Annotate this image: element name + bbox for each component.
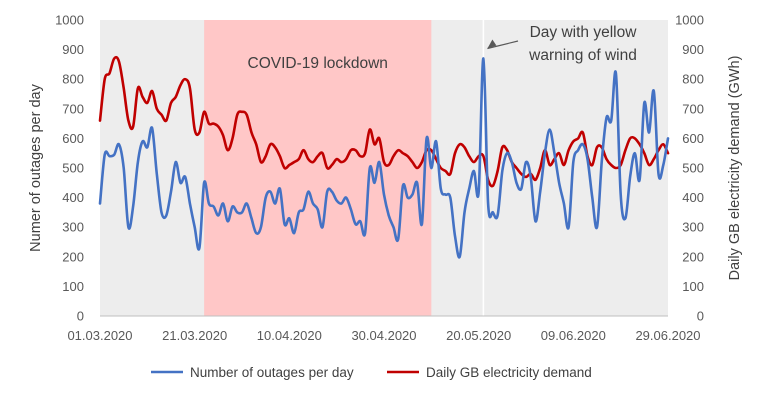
wind-warning-arrowhead — [487, 39, 497, 49]
outages-series-line — [98, 57, 670, 259]
x-tick-label: 21.03.2020 — [162, 328, 227, 343]
y-left-tick-label: 100 — [62, 279, 84, 294]
lockdown-label: COVID-19 lockdown — [248, 55, 388, 72]
y-right-tick-label: 800 — [682, 72, 704, 87]
y-right-tick-label: 500 — [682, 161, 704, 176]
y-left-tick-label: 600 — [62, 131, 84, 146]
y-right-axis-title: Daily GB electricity demand (GWh) — [727, 56, 743, 281]
y-left-tick-label: 200 — [62, 249, 84, 264]
y-left-tick-label: 500 — [62, 161, 84, 176]
x-tick-label: 29.06.2020 — [635, 328, 700, 343]
y-left-tick-label: 0 — [77, 309, 84, 324]
wind-warning-annotation-line-2: warning of wind — [528, 47, 637, 64]
y-right-tick-label: 100 — [682, 279, 704, 294]
y-left-tick-label: 1000 — [55, 13, 84, 28]
y-left-axis-title: Numer of outages per day — [28, 83, 44, 251]
legend-outages-label: Number of outages per day — [190, 365, 354, 380]
y-left-tick-label: 400 — [62, 190, 84, 205]
x-tick-label: 30.04.2020 — [351, 328, 416, 343]
y-left-tick-label: 800 — [62, 72, 84, 87]
x-tick-label: 01.03.2020 — [67, 328, 132, 343]
y-left-tick-label: 300 — [62, 220, 84, 235]
y-right-tick-label: 900 — [682, 42, 704, 57]
y-right-tick-label: 700 — [682, 101, 704, 116]
wind-warning-arrow — [487, 40, 519, 50]
wind-warning-annotation-line-1: Day with yellow — [530, 24, 638, 41]
lockdown-shaded-region — [204, 20, 432, 316]
y-right-tick-label: 300 — [682, 220, 704, 235]
y-right-tick-label: 600 — [682, 131, 704, 146]
y-left-tick-label: 900 — [62, 42, 84, 57]
y-right-tick-label: 200 — [682, 249, 704, 264]
x-tick-label: 20.05.2020 — [446, 328, 511, 343]
y-right-tick-label: 400 — [682, 190, 704, 205]
y-right-tick-label: 1000 — [675, 13, 704, 28]
x-tick-label: 10.04.2020 — [257, 328, 322, 343]
legend-demand-label: Daily GB electricity demand — [426, 365, 592, 380]
y-left-tick-label: 700 — [62, 101, 84, 116]
y-right-tick-label: 0 — [697, 309, 704, 324]
demand-series-line — [98, 55, 670, 188]
x-tick-label: 09.06.2020 — [541, 328, 606, 343]
